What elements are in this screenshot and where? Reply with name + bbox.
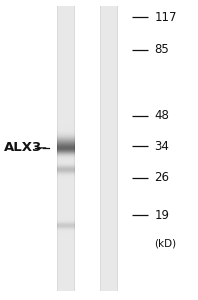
Text: 34: 34: [154, 140, 169, 153]
Text: (kD): (kD): [154, 238, 177, 248]
Text: ALX3: ALX3: [4, 141, 42, 154]
Text: 117: 117: [154, 11, 177, 24]
Text: 26: 26: [154, 171, 169, 184]
Text: 48: 48: [154, 109, 169, 122]
Text: 19: 19: [154, 209, 169, 222]
Text: 85: 85: [154, 43, 169, 56]
